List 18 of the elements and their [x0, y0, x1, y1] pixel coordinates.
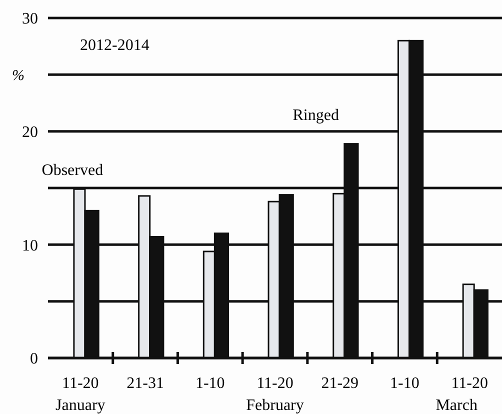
text: March	[436, 397, 478, 414]
x-tick-label: 11-20	[256, 375, 294, 392]
series-label: Observed	[42, 162, 104, 180]
y-tick-label: 0	[30, 350, 38, 368]
annotation: 2012-2014	[80, 37, 150, 54]
x-tick-label: 21-29	[321, 375, 359, 392]
x-tick-label: 21-31	[126, 375, 164, 392]
y-axis-title: %	[12, 68, 24, 84]
y-tick-label: 10	[22, 237, 38, 254]
x-tick-label: 1-10	[195, 375, 225, 392]
y-tick-label: 20	[22, 124, 38, 141]
series-label: Ringed	[292, 106, 339, 124]
x-tick-label: 11-20	[451, 375, 488, 392]
text: January	[56, 397, 106, 414]
x-tick-label: 1-10	[390, 375, 420, 392]
y-tick-label: 30	[22, 10, 38, 28]
text: February	[246, 397, 304, 414]
x-tick-label: 11-20	[62, 375, 99, 392]
